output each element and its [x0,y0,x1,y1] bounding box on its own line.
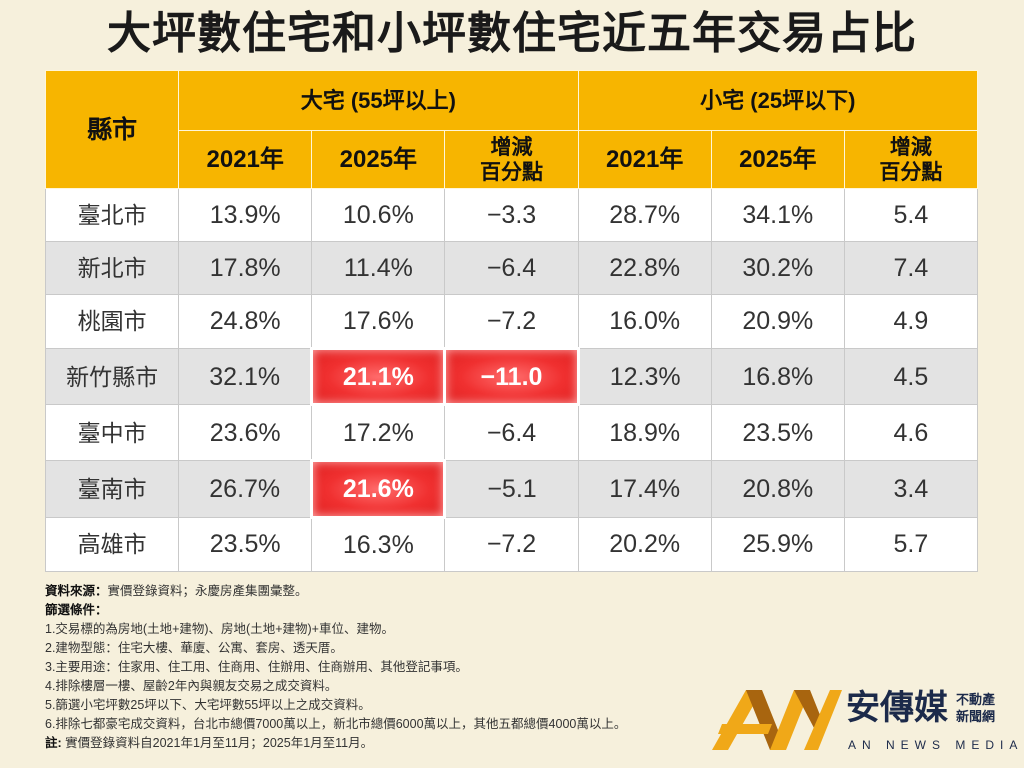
cell-l2025: 21.1% [310,346,447,407]
note-item: 5.篩選小宅坪數25坪以下、大宅坪數55坪以上之成交資料。 [45,698,371,712]
logo-sub: 不動產 新聞網 [956,691,995,725]
cell-l2025: 17.2% [311,404,446,462]
cell-l2021: 13.9% [178,188,313,242]
header-small-change: 增減 百分點 [843,130,979,189]
cell-l2025: 10.6% [311,188,446,242]
table-row: 高雄市 23.5% 16.3% −7.2 20.2% 25.9% 5.7 [44,516,979,573]
note-item: 3.主要用途：住家用、住工用、住商用、住辦用、住商辦用、其他登記事項。 [45,660,468,674]
logo-cn: 安傳媒 [846,689,948,727]
cell-schg: 4.6 [843,404,979,462]
header-county: 縣市 [44,70,180,189]
cell-s2021: 28.7% [577,188,712,242]
header-small-2025: 2025年 [710,130,845,189]
cell-lchg: −7.2 [444,516,579,573]
cell-s2025: 20.9% [710,293,845,350]
cell-schg: 4.9 [843,293,979,350]
cell-l2021: 26.7% [178,460,313,518]
cell-l2021: 17.8% [178,240,313,295]
table-row: 桃園市 24.8% 17.6% −7.2 16.0% 20.9% 4.9 [44,293,979,350]
cell-l2025: 11.4% [311,240,446,295]
logo-sub1: 不動產 [956,692,996,707]
header-large-change: 增減 百分點 [444,130,579,189]
cell-schg: 3.4 [843,460,979,518]
logo-top-row: 安傳媒 不動產新聞網 [846,686,1017,730]
logo-sub2: 新聞網 [956,709,996,724]
table-row: 新北市 17.8% 11.4% −6.4 22.8% 30.2% 7.4 [44,240,979,295]
cell-l2025: 16.3% [311,516,446,573]
cell-s2021: 22.8% [577,240,712,295]
cell-s2021: 20.2% [577,516,712,573]
cell-l2021: 32.1% [178,347,313,406]
logo-text: 安傳媒 不動產 新聞網 AN NEWS MEDIA [846,686,1017,758]
cell-s2021: 12.3% [577,347,712,406]
cell-l2021: 24.8% [178,293,313,350]
cell-lchg: −6.4 [444,404,579,462]
logo-mark-icon [712,690,842,750]
cell-l2021: 23.6% [178,404,313,462]
cell-schg: 5.7 [843,516,979,573]
cell-s2021: 17.4% [577,460,712,518]
cell-s2021: 16.0% [577,293,712,350]
cell-l2025: 21.6% [310,459,447,519]
cell-lchg: −7.2 [444,293,579,350]
table-row: 新竹縣市 32.1% 21.1% −11.0 12.3% 16.8% 4.5 [44,346,979,407]
source-label: 資料來源： [45,584,108,598]
cell-lchg: −6.4 [444,240,579,295]
cell-city: 臺中市 [44,404,180,462]
cell-schg: 7.4 [843,240,979,295]
header-small-2021: 2021年 [577,130,712,189]
table-row: 臺北市 13.9% 10.6% −3.3 28.7% 34.1% 5.4 [44,188,979,242]
cell-s2025: 34.1% [710,188,845,242]
cell-lchg: −11.0 [443,346,580,407]
logo-en: AN NEWS MEDIA [848,738,1024,752]
cell-s2025: 20.8% [710,460,845,518]
source-text: 實價登錄資料；永慶房產集團彙整。 [107,584,308,598]
cell-city: 高雄市 [44,516,180,573]
remark-text: 實價登錄資料自2021年1月至11月；2025年1月至11月。 [65,736,374,750]
cell-schg: 5.4 [843,188,979,242]
header-large-2025: 2025年 [311,130,446,189]
cell-lchg: −3.3 [444,188,579,242]
logo: 安傳媒 不動產 新聞網 AN NEWS MEDIA [712,686,1017,758]
note-item: 2.建物型態：住宅大樓、華廈、公寓、套房、透天厝。 [45,641,343,655]
header-small-group: 小宅 (25坪以下) [577,70,979,131]
table-row: 臺中市 23.6% 17.2% −6.4 18.9% 23.5% 4.6 [44,404,979,462]
note-item: 1.交易標的為房地(土地+建物)、房地(土地+建物)+車位、建物。 [45,622,394,636]
note-item: 4.排除樓層一樓、屋齡2年內與親友交易之成交資料。 [45,679,338,693]
note-item: 6.排除七都豪宅成交資料，台北市總價7000萬以上，新北市總價6000萬以上，其… [45,717,627,731]
cell-lchg: −5.1 [444,460,579,518]
cell-city: 桃園市 [44,293,180,350]
cell-schg: 4.5 [843,347,979,406]
header-large-group: 大宅 (55坪以上) [178,70,579,131]
cell-city: 臺南市 [44,460,180,518]
page-title: 大坪數住宅和小坪數住宅近五年交易占比 [107,9,917,58]
cell-s2025: 16.8% [710,347,845,406]
notes: 資料來源：實價登錄資料；永慶房產集團彙整。 篩選條件： 1.交易標的為房地(土地… [45,582,626,753]
cell-city: 新北市 [44,240,180,295]
cell-s2025: 25.9% [710,516,845,573]
source-line: 資料來源：實價登錄資料；永慶房產集團彙整。 [45,582,626,601]
cell-l2021: 23.5% [178,516,313,573]
cell-city: 臺北市 [44,188,180,242]
cell-city: 新竹縣市 [44,347,180,406]
cell-s2021: 18.9% [577,404,712,462]
table-row: 臺南市 26.7% 21.6% −5.1 17.4% 20.8% 3.4 [44,459,979,519]
filter-label: 篩選條件： [45,603,108,617]
remark-label: 註: [45,736,62,750]
cell-l2025: 17.6% [311,293,446,350]
cell-s2025: 23.5% [710,404,845,462]
header-large-2021: 2021年 [178,130,313,189]
cell-s2025: 30.2% [710,240,845,295]
data-table: 縣市 大宅 (55坪以上) 小宅 (25坪以下) 2021年 2025年 增減百… [44,70,979,573]
